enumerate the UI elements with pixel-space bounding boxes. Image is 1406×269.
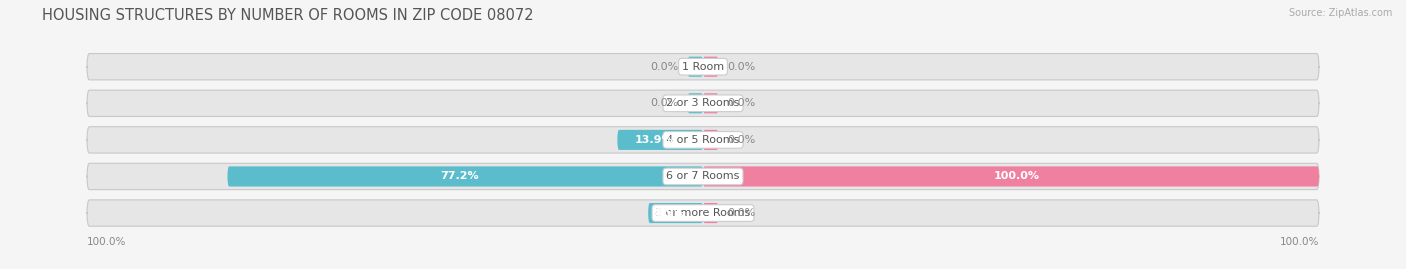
FancyBboxPatch shape [688,93,703,113]
FancyBboxPatch shape [688,57,703,77]
FancyBboxPatch shape [648,203,703,223]
Text: 4 or 5 Rooms: 4 or 5 Rooms [666,135,740,145]
FancyBboxPatch shape [703,167,1319,186]
FancyBboxPatch shape [617,130,703,150]
FancyBboxPatch shape [87,200,1319,226]
FancyBboxPatch shape [703,57,718,77]
FancyBboxPatch shape [87,90,1319,116]
Text: 0.0%: 0.0% [728,208,756,218]
Text: 0.0%: 0.0% [650,98,678,108]
Text: 100.0%: 100.0% [1279,237,1319,247]
Text: 8 or more Rooms: 8 or more Rooms [655,208,751,218]
Text: 8.9%: 8.9% [654,208,685,218]
Text: HOUSING STRUCTURES BY NUMBER OF ROOMS IN ZIP CODE 08072: HOUSING STRUCTURES BY NUMBER OF ROOMS IN… [42,8,534,23]
Text: 100.0%: 100.0% [994,171,1040,182]
FancyBboxPatch shape [703,93,718,113]
Text: 13.9%: 13.9% [634,135,673,145]
Text: 2 or 3 Rooms: 2 or 3 Rooms [666,98,740,108]
Text: 0.0%: 0.0% [728,135,756,145]
Text: 6 or 7 Rooms: 6 or 7 Rooms [666,171,740,182]
FancyBboxPatch shape [703,203,718,223]
Text: 100.0%: 100.0% [87,237,127,247]
Text: 0.0%: 0.0% [728,62,756,72]
Text: Source: ZipAtlas.com: Source: ZipAtlas.com [1288,8,1392,18]
FancyBboxPatch shape [703,130,718,150]
Text: 0.0%: 0.0% [728,98,756,108]
FancyBboxPatch shape [87,54,1319,80]
FancyBboxPatch shape [87,127,1319,153]
Text: 1 Room: 1 Room [682,62,724,72]
FancyBboxPatch shape [228,167,703,186]
Text: 77.2%: 77.2% [440,171,478,182]
FancyBboxPatch shape [87,163,1319,190]
Text: 0.0%: 0.0% [650,62,678,72]
